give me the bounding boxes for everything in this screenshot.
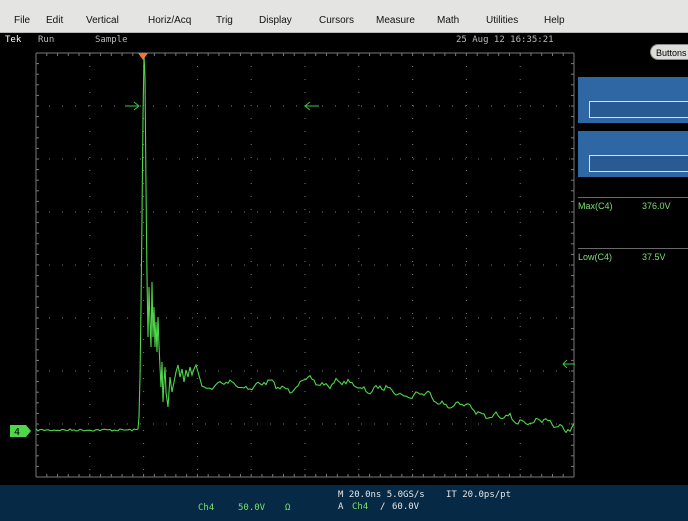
trigger-source[interactable]: Ch4 xyxy=(352,502,369,512)
measurement-label: Max(C4) xyxy=(578,201,613,211)
readout-field-2[interactable] xyxy=(589,155,688,172)
menu-trig[interactable]: Trig xyxy=(216,15,233,26)
status-bar: Tek Run Sample 25 Aug 12 16:35:21 xyxy=(0,33,578,47)
menu-measure[interactable]: Measure xyxy=(376,15,415,26)
trigger-position-marker[interactable] xyxy=(138,53,148,60)
brand-label: Tek xyxy=(5,35,22,45)
screen-background xyxy=(0,47,578,485)
timestamp: 25 Aug 12 16:35:21 xyxy=(456,35,554,45)
bottom-readout-bar: Ch4 50.0V Ω M 20.0ns 5.0GS/s IT 20.0ps/p… xyxy=(0,485,688,521)
menu-vertical[interactable]: Vertical xyxy=(86,15,119,26)
cursor-arrow-right-icon[interactable] xyxy=(125,101,140,111)
measurement-value: 37.5V xyxy=(642,252,666,262)
channel-4-trace xyxy=(35,54,575,434)
measurement-low[interactable]: Low(C4) 37.5V xyxy=(578,248,688,263)
channel-scale[interactable]: 50.0V xyxy=(238,503,266,513)
menu-math[interactable]: Math xyxy=(437,15,460,26)
channel-label[interactable]: Ch4 xyxy=(198,503,215,513)
measurement-label: Low(C4) xyxy=(578,252,613,262)
trigger-slope-icon: ∕ xyxy=(380,502,386,512)
run-state: Run xyxy=(38,35,55,45)
menu-horiz-acq[interactable]: Horiz/Acq xyxy=(148,15,192,26)
readout-field-1[interactable] xyxy=(589,101,688,118)
interpolation-settings: IT 20.0ps/pt xyxy=(446,490,512,500)
menu-utilities[interactable]: Utilities xyxy=(486,15,519,26)
menu-file[interactable]: File xyxy=(14,15,31,26)
cursor-arrow-left-icon[interactable] xyxy=(304,101,319,111)
buttons-toggle-button[interactable]: Buttons xyxy=(650,44,688,60)
trigger-level[interactable]: 60.0V xyxy=(392,502,420,512)
channel-4-ground-marker[interactable]: 4 xyxy=(10,425,31,438)
menu-display[interactable]: Display xyxy=(259,15,292,26)
svg-text:4: 4 xyxy=(14,427,20,438)
readout-box-1 xyxy=(578,77,688,123)
trigger-prefix: A xyxy=(338,502,344,512)
measurement-max[interactable]: Max(C4) 376.0V xyxy=(578,197,688,212)
menu-edit[interactable]: Edit xyxy=(46,15,64,26)
waveform-display[interactable]: 4 xyxy=(0,47,578,485)
coupling-symbol: Ω xyxy=(285,503,291,513)
horizontal-settings[interactable]: M 20.0ns 5.0GS/s xyxy=(338,490,425,500)
measurement-value: 376.0V xyxy=(642,201,671,211)
readout-box-2 xyxy=(578,131,688,177)
right-panel: Buttons Max(C4) 376.0V Low(C4) 37.5V xyxy=(578,33,688,485)
menu-cursors[interactable]: Cursors xyxy=(319,15,355,26)
menu-bar: File Edit Vertical Horiz/Acq Trig Displa… xyxy=(0,0,688,33)
trigger-level-arrow-icon[interactable] xyxy=(562,359,575,369)
menu-help[interactable]: Help xyxy=(544,15,565,26)
acq-mode: Sample xyxy=(95,35,128,45)
